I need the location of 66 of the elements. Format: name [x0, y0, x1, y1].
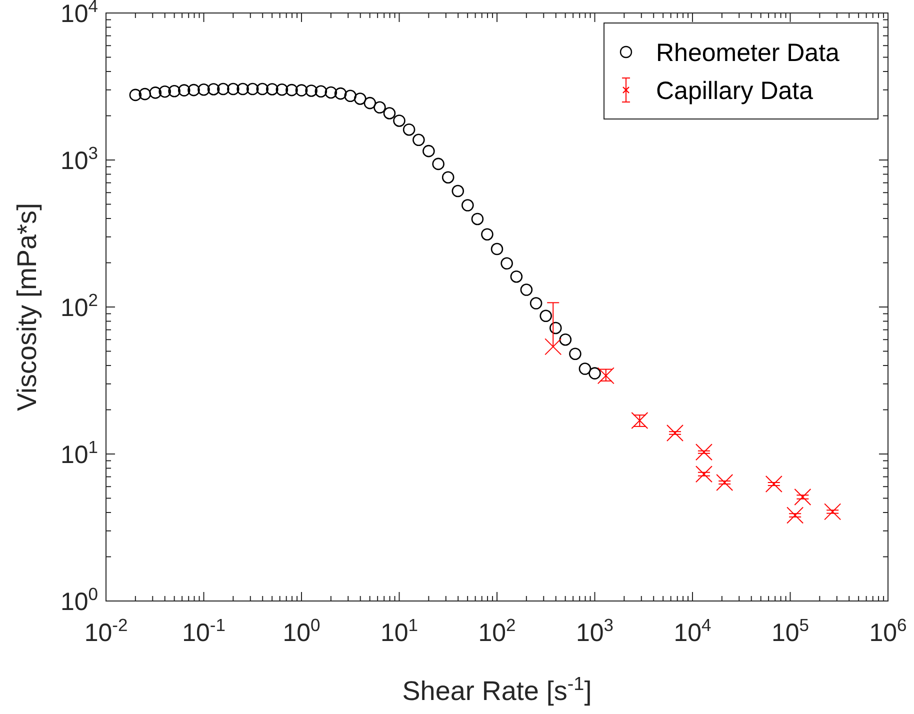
point [178, 84, 190, 96]
point [588, 367, 601, 380]
point [236, 82, 249, 96]
point [198, 84, 210, 96]
y-tick-label: 10$^{1}$ [60, 437, 98, 469]
point [422, 144, 435, 158]
point [510, 270, 523, 283]
point [549, 322, 562, 334]
point [149, 86, 162, 99]
point [540, 310, 552, 322]
legend-label: Capillary Data [656, 77, 814, 105]
point [246, 82, 259, 96]
point [227, 82, 240, 96]
y-tick-label: 10$^{3}$ [60, 143, 98, 175]
x-tick-label: 10$^{0}$ [282, 615, 321, 647]
point [314, 85, 328, 98]
point [452, 184, 464, 198]
y-tick-label: 10$^{2}$ [60, 290, 98, 322]
point [471, 212, 484, 226]
point [305, 84, 318, 97]
point [344, 90, 356, 102]
x-tick-label: 10$^{4}$ [674, 615, 712, 647]
point [374, 101, 386, 114]
y-axis-title: Viscosity [mPa*s] [12, 202, 42, 412]
point [354, 92, 366, 105]
point [207, 83, 220, 96]
y-tick-label: 10$^{4}$ [60, 0, 98, 28]
point [188, 84, 200, 96]
x-tick-label: 10$^{6}$ [869, 615, 907, 647]
point [168, 85, 180, 98]
point [520, 284, 533, 296]
point [462, 199, 474, 212]
point [295, 84, 308, 96]
point [334, 87, 347, 100]
point [442, 171, 454, 184]
point [569, 348, 582, 360]
point [286, 84, 298, 96]
point [158, 85, 171, 98]
x-tick-label: 10$^{2}$ [478, 615, 516, 647]
legend-label: Rheometer Data [656, 39, 840, 67]
point [412, 134, 425, 146]
x-tick-label: 10$^{-1}$ [182, 615, 226, 647]
y-tick-label: 10$^{0}$ [60, 584, 98, 616]
point [490, 242, 504, 256]
x-tick-label: 10$^{1}$ [380, 615, 418, 647]
point [364, 96, 376, 110]
point [530, 297, 542, 310]
x-axis-title: Shear Rate [s$^{-1}$] [402, 674, 592, 706]
point [500, 257, 513, 270]
point [217, 82, 230, 96]
point [324, 86, 338, 99]
point [129, 88, 142, 102]
point [256, 82, 269, 96]
point [393, 114, 406, 127]
point [481, 228, 494, 240]
x-tick-label: 10$^{-2}$ [84, 615, 128, 647]
point [266, 83, 278, 96]
point [383, 107, 396, 120]
point [276, 84, 288, 96]
point [432, 158, 444, 170]
point [578, 362, 592, 375]
point [138, 88, 152, 100]
x-tick-label: 10$^{5}$ [771, 615, 810, 647]
x-tick-label: 10$^{3}$ [576, 615, 614, 647]
point [402, 123, 416, 136]
point [559, 333, 572, 346]
